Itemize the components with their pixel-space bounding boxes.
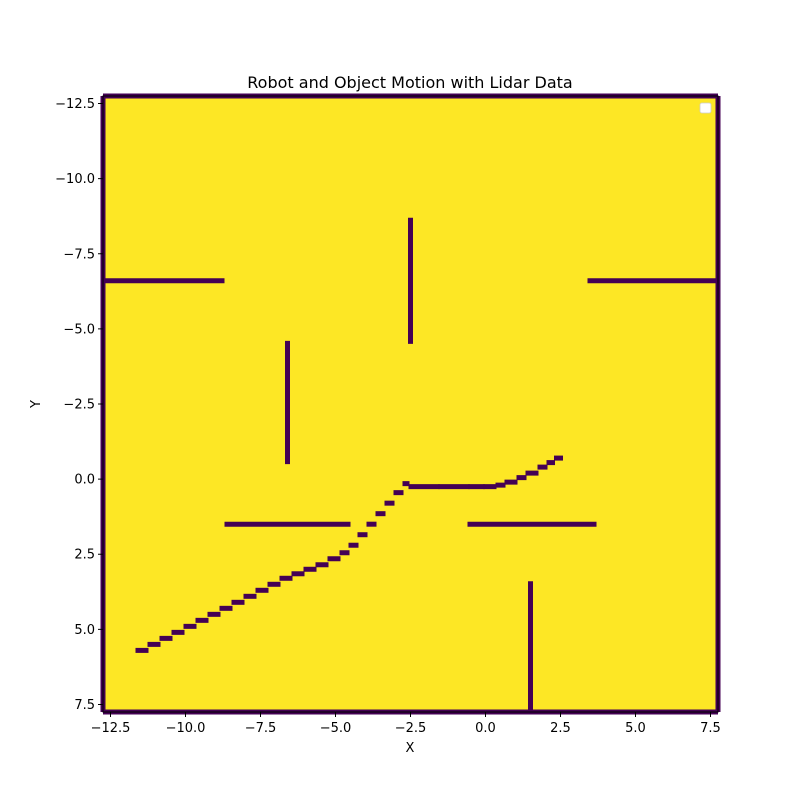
trajectory-point	[554, 455, 563, 461]
trajectory-point	[438, 484, 470, 490]
y-tick-label: 5.0	[74, 623, 95, 638]
y-tick-label: −7.5	[63, 247, 95, 262]
trajectory-point	[291, 571, 305, 577]
trajectory-point	[171, 629, 185, 635]
x-tick-label: 0.0	[475, 721, 496, 736]
trajectory-point	[267, 581, 281, 587]
trajectory-point	[279, 575, 293, 581]
trajectory-point	[366, 521, 377, 527]
trajectory-point	[357, 532, 368, 538]
y-tick-label: 2.5	[74, 548, 95, 563]
trajectory-point	[384, 500, 395, 506]
trajectory-point	[483, 484, 497, 490]
trajectory-point	[393, 490, 404, 496]
trajectory-point	[408, 484, 440, 490]
trajectory-point	[303, 566, 317, 572]
trajectory-point	[468, 484, 485, 490]
y-tick-label: 0.0	[74, 473, 95, 488]
legend-box	[699, 102, 712, 114]
trajectory-point	[537, 464, 548, 470]
trajectory-point	[315, 562, 329, 568]
x-tick-label: 5.0	[625, 721, 646, 736]
y-tick-label: −10.0	[55, 172, 95, 187]
trajectory-point	[546, 460, 555, 466]
x-tick-label: −10.0	[166, 721, 206, 736]
trajectory-point	[348, 542, 359, 548]
trajectory-point	[402, 481, 410, 487]
y-tick-label: −2.5	[63, 398, 95, 413]
trajectory-point	[375, 511, 386, 517]
trajectory-point	[195, 617, 209, 623]
trajectory-point	[516, 475, 527, 481]
x-tick-label: −2.5	[395, 721, 427, 736]
x-tick-label: −7.5	[245, 721, 277, 736]
trajectory-point	[504, 479, 518, 485]
x-tick-label: 7.5	[700, 721, 721, 736]
trajectory-point	[495, 482, 506, 488]
y-tick-label: 7.5	[74, 698, 95, 713]
trajectory-point	[183, 623, 197, 629]
trajectory-point	[219, 605, 233, 611]
trajectory-point	[255, 587, 269, 593]
trajectory-point	[159, 635, 173, 641]
y-tick-label: −12.5	[55, 97, 95, 112]
y-axis-label: Y	[29, 400, 44, 409]
x-axis: −12.5 −10.0 −7.5 −5.0 −2.5 0.0 2.5 5.0 7.5	[91, 712, 721, 736]
free-space-background	[103, 96, 718, 712]
trajectory-point	[243, 593, 257, 599]
y-tick-label: −5.0	[63, 322, 95, 337]
trajectory-point	[327, 556, 341, 562]
trajectory-point	[147, 641, 161, 647]
trajectory-point	[231, 599, 245, 605]
trajectory-point	[525, 470, 539, 476]
trajectory-point	[135, 647, 149, 653]
x-tick-label: −5.0	[320, 721, 352, 736]
chart-title: Robot and Object Motion with Lidar Data	[247, 73, 572, 92]
plot-area	[100, 93, 721, 715]
x-tick-label: −12.5	[91, 721, 131, 736]
y-axis: −12.5 −10.0 −7.5 −5.0 −2.5 0.0 2.5 5.0 7.5	[55, 97, 103, 713]
trajectory-point	[339, 550, 350, 556]
trajectory-point	[207, 611, 221, 617]
x-tick-label: 2.5	[550, 721, 571, 736]
x-axis-label: X	[406, 741, 415, 756]
